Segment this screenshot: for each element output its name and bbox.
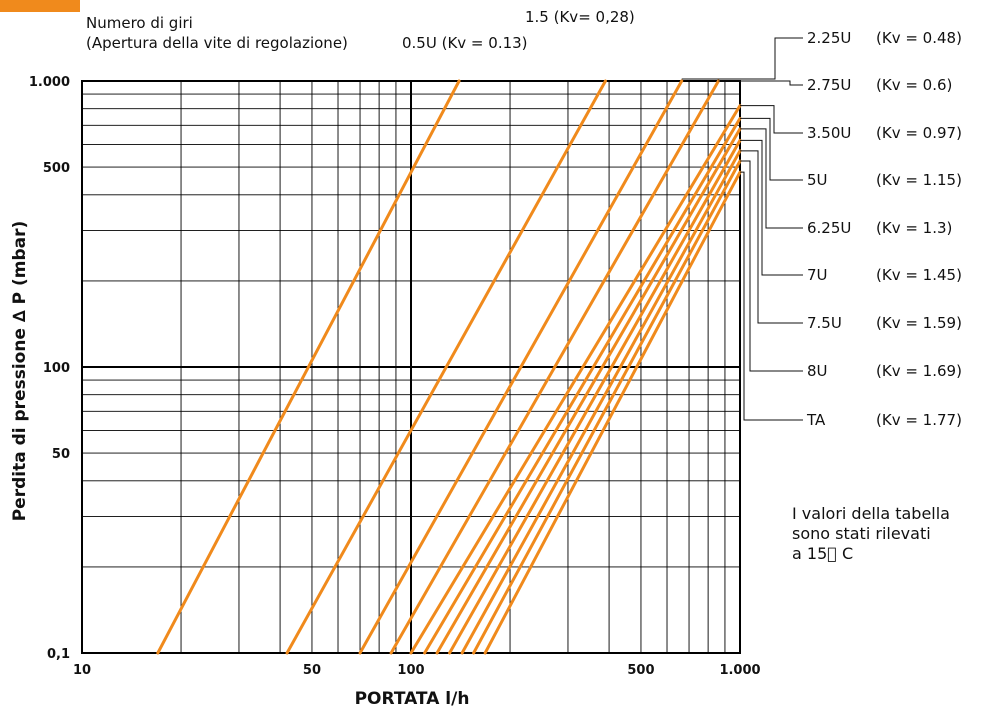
curve-kv-7U: (Kv = 1.45) [876,266,962,284]
tick-labels: 10 50 100 500 1.000 1.000 500 100 50 0,1 [29,75,761,678]
curve-5U [423,116,742,655]
curve-label-TA: TA [806,411,826,429]
curve-TA [483,170,742,655]
leader-TA [740,171,803,421]
y-tick-label: 500 [43,161,70,176]
curve-kv-8U: (Kv = 1.69) [876,362,962,380]
curve-1.5 [285,79,607,655]
curve-kv-7.5U: (Kv = 1.59) [876,314,962,332]
curve-label-8U: 8U [807,362,828,380]
curve-6.25U [435,127,742,655]
x-tick-label: 100 [397,663,424,678]
note-line-3: a 15  C [792,544,854,563]
curve-label-7.5U: 7.5U [807,314,842,332]
curve-2.75U [389,79,720,655]
curve-label-2.75U: 2.75U [807,76,851,94]
curve-label-6.25U: 6.25U [807,219,851,237]
leader-6.25U [740,128,803,229]
y-tick-label: 1.000 [29,75,70,90]
leader-2.75U [718,80,803,86]
x-tick-label: 500 [627,663,654,678]
x-tick-label: 50 [303,663,321,678]
curve-kv-TA: (Kv = 1.77) [876,411,962,429]
accent-tag [0,0,80,12]
curve-kv-2.75U: (Kv = 0.6) [876,76,952,94]
curve-label-1.5: 1.5 (Kv= 0,28) [525,8,635,26]
chart-subtitle-line1: Numero di giri [86,14,193,32]
curve-7.5U [460,149,742,655]
leader-3.50U [740,105,803,134]
curve-8U [472,159,742,655]
curve-0.5U [156,79,461,655]
x-tick-label: 1.000 [719,663,760,678]
x-tick-label: 10 [73,663,91,678]
curve-kv-2.25U: (Kv = 0.48) [876,29,962,47]
curve-kv-5U: (Kv = 1.15) [876,171,962,189]
note-line-1: I valori della tabella [792,504,950,523]
y-tick-label: 50 [52,447,70,462]
leader-5U [740,117,803,181]
curve-label-7U: 7U [807,266,828,284]
curve-label-0.5U: 0.5U (Kv = 0.13) [402,34,528,52]
grid [81,80,741,654]
curve-kv-6.25U: (Kv = 1.3) [876,219,952,237]
y-axis-label: Perdita di pressione ∆ P (mbar) [10,221,30,522]
note-line-2: sono stati rilevati [792,524,931,543]
curve-2.25U [358,79,684,655]
note: I valori della tabella sono stati rileva… [792,504,950,564]
curve-label-5U: 5U [807,171,828,189]
curve-3.50U [409,104,742,655]
leader-7U [740,139,803,276]
chart-subtitle-line2: (Apertura della vite di regolazione) [86,34,348,52]
curve-label-3.50U: 3.50U [807,124,851,142]
x-axis-label: PORTATA l/h [355,689,470,709]
leader-7.5U [740,150,803,324]
y-tick-label: 100 [43,361,70,376]
leader-2.25U [681,37,803,80]
y-tick-label: 0,1 [47,647,70,662]
curves [156,79,742,655]
curve-7U [448,138,742,655]
leader-8U [740,160,803,372]
curve-kv-3.50U: (Kv = 0.97) [876,124,962,142]
curve-labels: 0.5U (Kv = 0.13) 1.5 (Kv= 0,28) 2.25U (Kv =… [402,8,962,429]
curve-label-2.25U: 2.25U [807,29,851,47]
leader-lines [681,37,803,421]
